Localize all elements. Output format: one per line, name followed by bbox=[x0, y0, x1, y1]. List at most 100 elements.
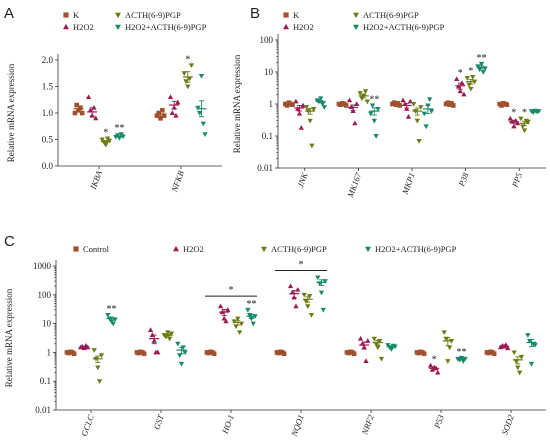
legend-label-acth: ACTH(6-9)PGP bbox=[271, 244, 327, 254]
data-point bbox=[371, 118, 377, 124]
data-point bbox=[99, 137, 105, 143]
y-axis-label: Relative mRNA expression bbox=[4, 288, 14, 387]
significance-mark: * bbox=[185, 54, 190, 65]
data-point bbox=[478, 61, 485, 67]
data-point bbox=[165, 330, 171, 336]
data-point bbox=[364, 99, 370, 105]
data-point bbox=[161, 113, 167, 118]
data-point bbox=[457, 88, 463, 94]
data-point bbox=[369, 103, 376, 109]
series-k bbox=[72, 102, 167, 121]
data-point bbox=[521, 128, 528, 134]
data-point bbox=[217, 303, 224, 309]
significance-mark: * bbox=[511, 108, 516, 119]
x-tick-label: NQO1 bbox=[289, 413, 306, 438]
data-point bbox=[284, 103, 290, 108]
data-point bbox=[421, 351, 427, 357]
legend-marker-k bbox=[283, 12, 289, 18]
data-point bbox=[245, 307, 251, 313]
data-point bbox=[91, 348, 97, 353]
x-tick-label: HO-1 bbox=[220, 413, 236, 436]
data-point bbox=[96, 379, 103, 384]
x-tick-label: NFKB bbox=[169, 169, 186, 194]
data-point bbox=[450, 103, 456, 108]
data-point bbox=[427, 362, 434, 368]
data-point bbox=[182, 350, 188, 356]
data-point bbox=[72, 110, 78, 116]
data-point bbox=[375, 345, 381, 351]
x-tick-label: GST bbox=[151, 412, 166, 431]
legend-label-combo: H2O2+ACTH(6-9)PGP bbox=[375, 244, 457, 254]
data-point bbox=[454, 76, 460, 82]
y-tick-label: 1 bbox=[47, 347, 52, 357]
data-point bbox=[351, 351, 357, 357]
series-h2o2: * bbox=[77, 283, 511, 375]
x-tick-label: P53 bbox=[431, 413, 445, 430]
data-point bbox=[428, 109, 435, 114]
data-point bbox=[516, 370, 523, 376]
significance-mark: ** bbox=[106, 304, 116, 315]
data-point bbox=[346, 97, 353, 103]
y-tick-label: 0.5 bbox=[42, 135, 54, 145]
y-tick-label: 1 bbox=[269, 99, 274, 109]
y-tick-label: 1000 bbox=[33, 261, 52, 271]
data-point bbox=[319, 102, 326, 107]
data-point bbox=[103, 142, 109, 148]
series-k bbox=[282, 100, 510, 108]
data-point bbox=[178, 361, 185, 367]
significance-mark: ** bbox=[114, 123, 124, 134]
data-point bbox=[388, 347, 395, 352]
data-point bbox=[378, 356, 385, 362]
data-point bbox=[93, 115, 99, 121]
data-point bbox=[441, 330, 447, 336]
data-point bbox=[308, 312, 315, 318]
data-point bbox=[185, 84, 191, 90]
data-point bbox=[202, 132, 208, 137]
y-tick-label: 0.1 bbox=[262, 131, 273, 141]
x-tick-label: MKP1 bbox=[400, 171, 417, 196]
panel-a: A 0.0 0.5 1.0 1.5 2.0 Relative mRNA expression… bbox=[4, 5, 222, 194]
data-point bbox=[511, 350, 517, 356]
significance-mark: * bbox=[468, 66, 473, 77]
x-tick-label: NRF2 bbox=[359, 413, 376, 437]
legend-label-k: K bbox=[293, 10, 300, 20]
legend: K H2O2 ACTH(6-9)PGP H2O2+ACTH(6-9)PGP bbox=[63, 10, 207, 32]
data-point bbox=[320, 307, 326, 313]
data-point bbox=[511, 123, 517, 129]
significance-mark: ** bbox=[477, 53, 487, 64]
series-h2o2: ** bbox=[293, 68, 521, 130]
data-point bbox=[168, 331, 175, 337]
data-point bbox=[470, 75, 476, 80]
data-point bbox=[303, 105, 310, 110]
data-point bbox=[505, 345, 511, 351]
data-point bbox=[423, 124, 429, 130]
axes bbox=[53, 260, 546, 411]
data-point bbox=[411, 102, 417, 107]
data-point bbox=[321, 105, 327, 110]
significance-mark: * bbox=[522, 108, 527, 119]
data-point bbox=[514, 120, 521, 126]
data-point bbox=[181, 71, 187, 77]
data-point bbox=[362, 89, 369, 95]
legend-marker-k bbox=[63, 12, 69, 18]
data-point bbox=[175, 99, 181, 105]
data-point bbox=[105, 312, 111, 318]
x-tick-label: JNK bbox=[295, 170, 310, 189]
y-tick-label: 0.1 bbox=[40, 376, 51, 386]
data-point bbox=[200, 121, 206, 127]
data-point bbox=[293, 98, 299, 104]
legend-label-control: Control bbox=[83, 244, 110, 254]
data-point bbox=[404, 106, 410, 111]
legend-marker-combo bbox=[365, 246, 371, 253]
series-h2o2 bbox=[85, 94, 181, 121]
data-point bbox=[147, 327, 154, 332]
data-point bbox=[352, 120, 358, 126]
series-combo: ** bbox=[113, 73, 208, 141]
x-tick-label: P38 bbox=[456, 171, 471, 189]
data-point bbox=[95, 365, 101, 371]
data-point bbox=[373, 134, 379, 139]
series-acth: ** bbox=[99, 54, 195, 148]
panel-c: C 0.01 0.1 1 10 100 1000 Relative mRNA expressi… bbox=[4, 233, 546, 438]
legend: Control H2O2 ACTH(6-9)PGP H2O2+ACTH(6-9)PGP bbox=[73, 244, 457, 254]
